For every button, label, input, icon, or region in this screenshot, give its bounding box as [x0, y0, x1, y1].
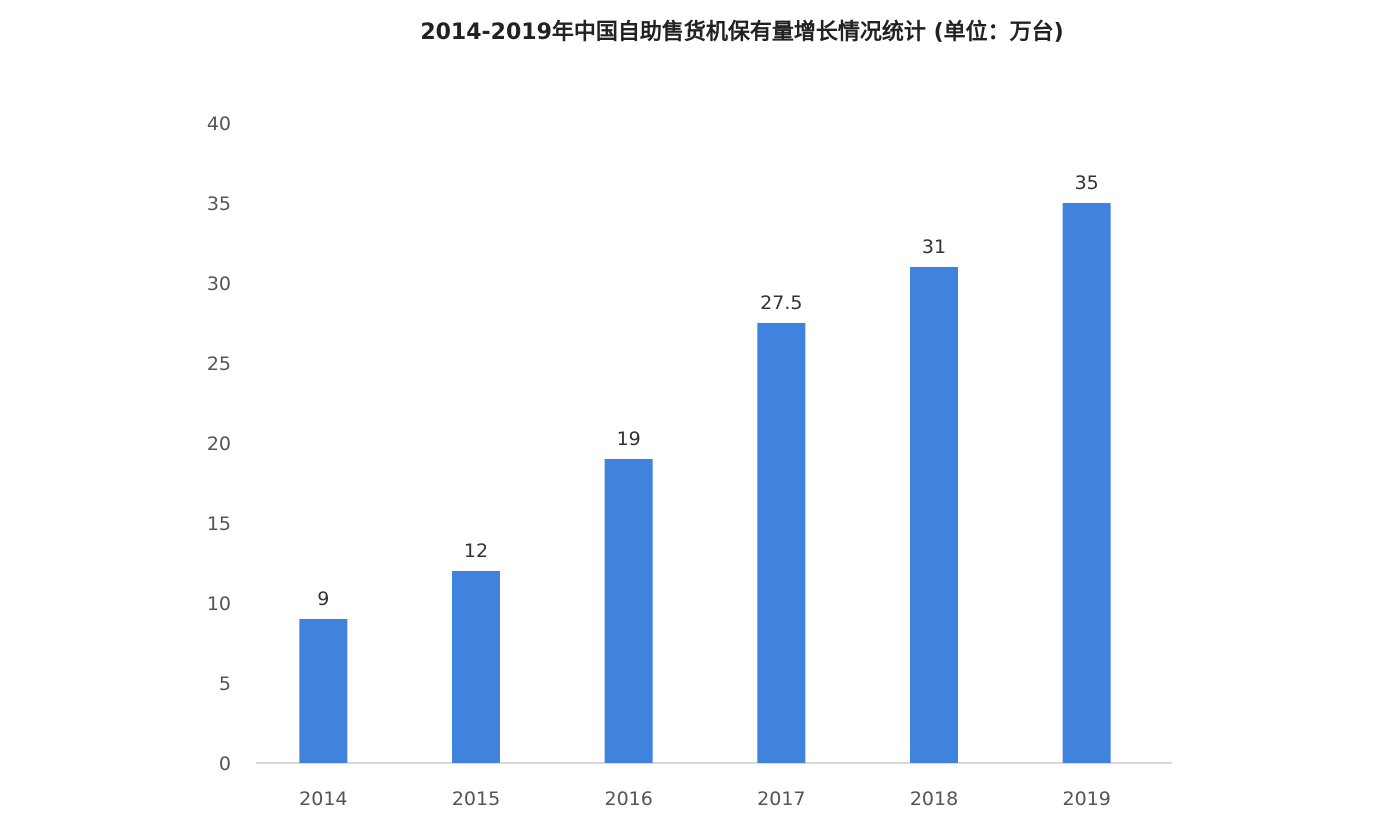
y-tick-label: 20: [207, 433, 231, 455]
x-tick-label: 2016: [604, 788, 652, 810]
bar: [1062, 203, 1111, 763]
bar: [604, 459, 653, 763]
x-tick-label: 2015: [452, 788, 500, 810]
y-tick-label: 0: [219, 753, 231, 775]
y-tick-label: 10: [207, 593, 231, 615]
chart-title: 2014-2019年中国自助售货机保有量增长情况统计 (单位：万台): [420, 20, 1064, 45]
x-tick-label: 2019: [1062, 788, 1110, 810]
y-tick-label: 15: [207, 513, 231, 535]
y-tick-label: 40: [207, 113, 231, 135]
x-tick-label: 2017: [757, 788, 805, 810]
data-label: 19: [617, 428, 641, 450]
bar: [299, 619, 348, 763]
data-label: 31: [922, 236, 946, 258]
y-tick-label: 25: [207, 353, 231, 375]
y-tick-label: 30: [207, 273, 231, 295]
x-tick-label: 2018: [910, 788, 958, 810]
y-tick-label: 5: [219, 673, 231, 695]
data-label: 12: [464, 540, 488, 562]
data-label: 35: [1075, 172, 1099, 194]
data-label: 9: [317, 588, 329, 610]
bar: [452, 571, 500, 763]
y-tick-label: 35: [207, 193, 231, 215]
bar: [757, 323, 806, 763]
data-label: 27.5: [760, 292, 802, 314]
bar: [910, 267, 958, 763]
x-tick-label: 2014: [299, 788, 347, 810]
